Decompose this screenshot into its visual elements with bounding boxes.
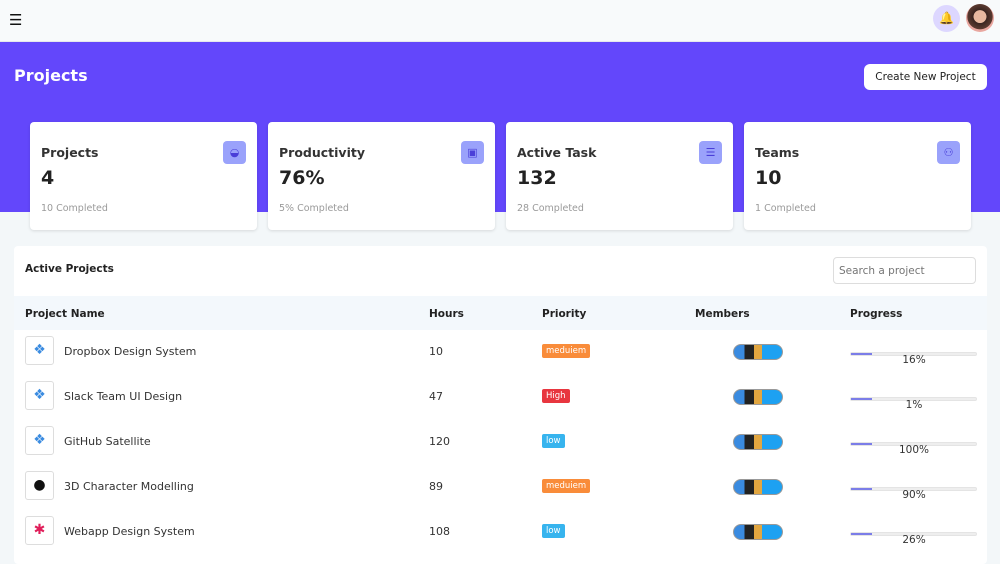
stat-label: Teams [755,145,800,160]
table-row[interactable]: ✱ Webapp Design System 108 low 26% [14,513,987,558]
project-name[interactable]: GitHub Satellite [64,435,151,448]
progress-bar [850,397,977,401]
stat-sub: 1 Completed [755,203,816,214]
users-icon: ⚇ [937,141,960,164]
table-row[interactable]: ❖ GitHub Satellite 120 low 100% [14,423,987,468]
stat-value: 4 [41,167,55,189]
create-project-button[interactable]: Create New Project [864,64,987,90]
stat-value: 76% [279,167,325,189]
stat-card: Productivity 76% 5% Completed ▣ [268,122,495,230]
progress-percent: 1% [905,399,923,411]
hamburger-icon[interactable]: ☰ [9,11,23,29]
priority-badge: low [542,524,565,538]
member-avatars[interactable] [733,479,783,495]
hours: 108 [429,525,450,538]
column-header[interactable]: Members [695,308,750,320]
page-title: Projects [14,66,88,85]
member-avatars[interactable] [733,434,783,450]
progress-fill [851,443,873,445]
progress-fill [851,533,873,535]
hours: 120 [429,435,450,448]
hours: 89 [429,480,443,493]
github-logo-icon: ● [25,471,54,500]
progress-fill [851,488,873,490]
progress-percent: 26% [902,534,926,546]
table-row[interactable]: ● 3D Character Modelling 89 meduiem 90% [14,468,987,513]
progress-bar [850,532,977,536]
stat-sub: 5% Completed [279,203,349,214]
wifi-icon: ◒ [223,141,246,164]
project-name[interactable]: 3D Character Modelling [64,480,194,493]
progress-fill [851,353,873,355]
stat-label: Active Task [517,145,597,160]
active-projects-panel: Active Projects Project Name Hours Prior… [14,246,987,564]
progress-fill [851,398,873,400]
stat-card: Teams 10 1 Completed ⚇ [744,122,971,230]
stat-label: Projects [41,145,99,160]
dropbox-logo-icon: ❖ [25,381,54,410]
stat-sub: 28 Completed [517,203,584,214]
member-avatars[interactable] [733,389,783,405]
table-row[interactable]: ❖ Slack Team UI Design 47 High 1% [14,378,987,423]
column-header[interactable]: Progress [850,308,903,320]
dropbox-logo-icon: ❖ [25,336,54,365]
progress-bar [850,487,977,491]
stat-value: 132 [517,167,557,189]
hours: 47 [429,390,443,403]
slack-logo-icon: ✱ [25,516,54,545]
user-avatar[interactable] [966,4,994,32]
member-avatars[interactable] [733,524,783,540]
stat-card: Active Task 132 28 Completed ☰ [506,122,733,230]
project-name[interactable]: Slack Team UI Design [64,390,183,403]
stat-sub: 10 Completed [41,203,108,214]
panel-title: Active Projects [25,263,114,275]
column-header[interactable]: Priority [542,308,587,320]
progress-percent: 100% [898,444,930,456]
project-name[interactable]: Webapp Design System [64,525,195,538]
hours: 10 [429,345,443,358]
priority-badge: High [542,389,570,403]
priority-badge: meduiem [542,344,591,358]
checklist-icon: ☰ [699,141,722,164]
priority-badge: meduiem [542,479,591,493]
progress-percent: 90% [902,489,926,501]
progress-bar [850,442,977,446]
search-input[interactable] [833,257,976,284]
bell-icon[interactable]: 🔔 [933,5,960,32]
progress-bar [850,352,977,356]
priority-badge: low [542,434,565,448]
column-header[interactable]: Hours [429,308,464,320]
project-name[interactable]: Dropbox Design System [64,345,197,358]
column-header[interactable]: Project Name [25,308,105,320]
progress-percent: 16% [902,354,926,366]
stat-value: 10 [755,167,782,189]
top-bar: ☰ 🔔 [0,0,1000,42]
dropbox-logo-icon: ❖ [25,426,54,455]
presentation-icon: ▣ [461,141,484,164]
table-row[interactable]: ❖ Dropbox Design System 10 meduiem 16% [14,333,987,378]
stat-label: Productivity [279,145,365,160]
stat-card: Projects 4 10 Completed ◒ [30,122,257,230]
table-header: Project Name Hours Priority Members Prog… [14,296,987,330]
member-avatars[interactable] [733,344,783,360]
